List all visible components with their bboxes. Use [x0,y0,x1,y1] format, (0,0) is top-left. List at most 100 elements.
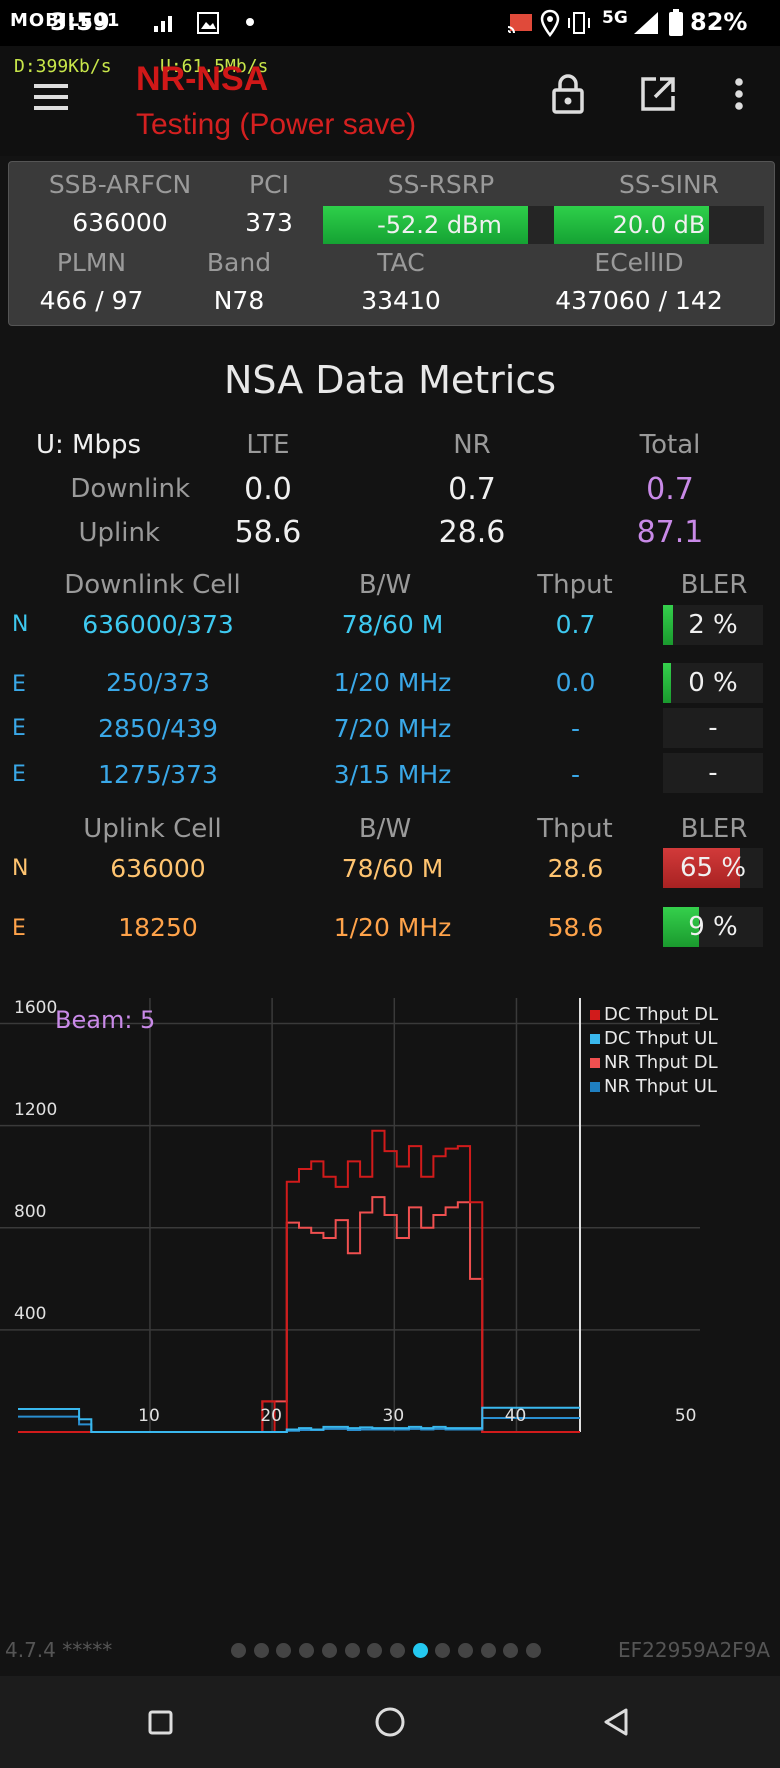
throughput-chart[interactable]: Beam: 5 400 800 1200 1600 10 20 30 40 50 DC Thp… [0,990,780,1460]
x-tick-label: 50 [674,1406,697,1426]
page-dot[interactable] [299,1643,315,1658]
dl-row-bler: - [663,708,763,748]
ecellid-value: 437060 / 142 [555,286,723,315]
rsrp-bar-fill [323,206,529,244]
more-vert-icon [735,78,743,110]
page-dot[interactable] [253,1643,269,1658]
open-external-icon [641,77,675,111]
series-line [18,1406,580,1433]
page-dot[interactable] [503,1643,519,1658]
downlink-label: Downlink [70,474,190,504]
bler-value: 0 % [688,668,738,698]
tac-label: TAC [377,248,425,277]
ul-row-bw: 1/20 MHz [333,913,452,942]
tac-value: 33410 [361,286,441,315]
notification-dot-icon [246,18,254,26]
y-tick-label: 400 [14,1303,47,1324]
page-dot[interactable] [344,1643,360,1658]
dl-row-cell: 636000/373 [82,610,234,639]
status-bar: MOBILE01 3:59 5G 82% [0,0,780,46]
more-options-button[interactable] [724,74,754,114]
rsrp-bar: -52.2 dBm [323,206,556,244]
uplink-nr: 28.6 [438,515,506,550]
col-nr: NR [453,430,491,460]
downlink-lte: 0.0 [244,472,292,507]
downlink-total: 0.7 [646,472,694,507]
signal-panel: SSB-ARFCN PCI SS-RSRP SS-SINR 636000 373… [8,161,775,326]
bler-fill [663,663,671,703]
dl-row-rat: E [12,716,26,741]
page-dot[interactable] [367,1643,383,1658]
recents-icon [148,1710,173,1735]
wifi-calling-icon [154,16,172,32]
page-dot[interactable] [321,1643,337,1658]
dl-row-thput: - [570,714,581,743]
status-time: 3:59 [50,8,110,36]
dl-row-cell: 1275/373 [98,760,218,789]
upload-rate: U:61.5Mb/s [160,56,269,77]
carrier-logo: MOBILE01 [10,10,121,31]
legend-item: DC Thput UL [590,1028,717,1049]
y-tick-label: 800 [14,1201,47,1222]
ul-row-bler: 65 % [663,848,763,888]
legend-swatch [590,1034,600,1044]
ul-row-rat: E [12,916,26,941]
page-dot[interactable] [526,1643,542,1658]
ssb-arfcn-value: 636000 [72,208,168,237]
battery-icon [669,9,683,36]
page-dot[interactable] [412,1643,428,1658]
dl-row-bw: 7/20 MHz [333,714,452,743]
legend-label: NR Thput DL [604,1052,718,1073]
plmn-value: 466 / 97 [39,286,144,315]
bler-value: 65 % [679,853,747,883]
ecellid-label: ECellID [594,248,684,277]
bler-value: - [708,758,718,788]
rsrp-label: SS-RSRP [387,170,495,199]
x-tick-label: 40 [504,1406,527,1426]
dl-bw-header: B/W [358,570,412,600]
page-dot[interactable] [458,1643,473,1658]
ul-row-bw: 78/60 M [341,854,444,883]
ul-row-thput: 28.6 [547,854,604,883]
bler-value: - [708,713,718,743]
menu-button[interactable] [30,76,72,118]
col-lte: LTE [246,430,290,460]
ul-cell-header: Uplink Cell [83,814,222,844]
dl-row-rat: E [12,672,26,697]
open-external-button[interactable] [638,74,678,114]
uplink-lte: 58.6 [234,515,302,550]
battery-percent: 82% [690,8,748,36]
unit-label: U: Mbps [36,430,142,460]
home-button[interactable] [370,1702,410,1742]
band-value: N78 [213,286,265,315]
app-subtitle: Testing (Power save) [136,108,417,141]
dl-row-thput: - [570,760,581,789]
recents-button[interactable] [140,1702,180,1742]
back-button[interactable] [596,1702,636,1742]
lock-button[interactable] [548,72,588,116]
app-header: D:399Kb/s U:61.5Mb/s NR-NSA Testing (Pow… [0,46,780,156]
page-dot[interactable] [389,1643,405,1658]
uplink-label: Uplink [78,518,160,548]
series-line [18,1196,580,1433]
bler-value: 2 % [688,610,738,640]
dl-row-bler: 0 % [663,663,763,703]
device-id: EF22959A2F9A [618,1638,771,1662]
beam-annotation: Beam: 5 [55,1006,156,1034]
x-tick-label: 10 [138,1406,160,1426]
page-dot[interactable] [276,1643,292,1658]
sinr-label: SS-SINR [618,170,720,199]
home-icon [375,1707,405,1737]
uplink-total: 87.1 [636,515,704,550]
plmn-label: PLMN [56,248,127,277]
download-rate: D:399Kb/s [14,56,112,77]
page-dot[interactable] [480,1643,496,1658]
page-dot[interactable] [435,1643,451,1658]
sinr-value: 20.0 dB [612,211,706,239]
page-dot[interactable] [231,1643,246,1658]
legend-swatch [590,1010,600,1020]
pci-label: PCI [249,170,289,199]
legend-swatch [590,1082,600,1092]
dl-row-bw: 1/20 MHz [333,668,452,697]
bler-fill [663,907,699,947]
